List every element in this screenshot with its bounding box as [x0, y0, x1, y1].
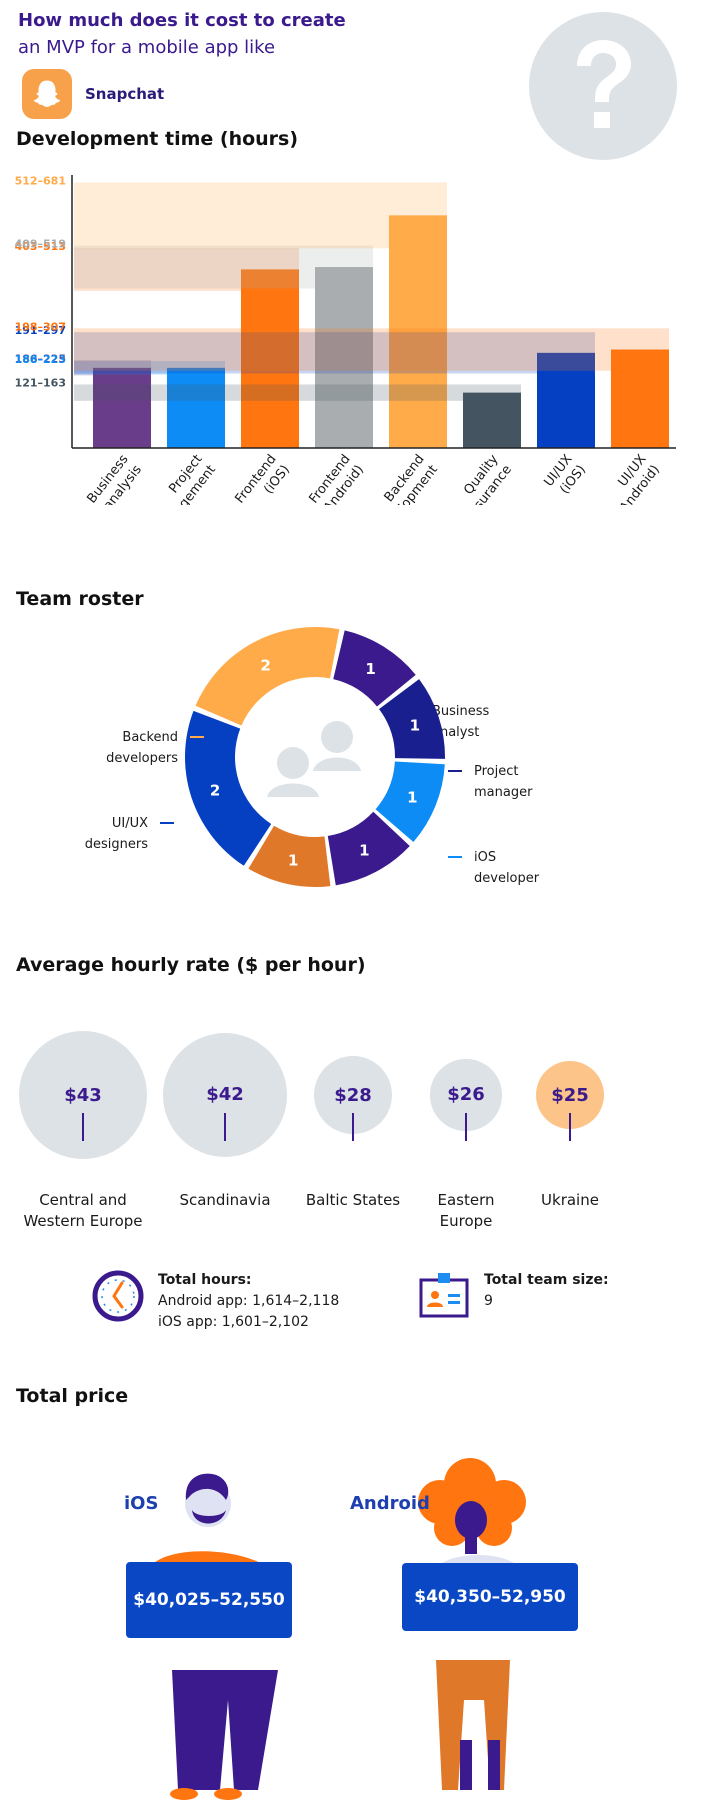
category-label: UI/UX(Android)	[614, 452, 663, 505]
segment-count: 1	[288, 852, 298, 870]
donut-segment	[375, 761, 445, 842]
segment-role-label: Backend	[122, 730, 178, 745]
rate-stem	[352, 1113, 354, 1141]
team-size-summary: Total team size: 9	[418, 1270, 609, 1322]
range-label: 409–519	[15, 238, 66, 251]
rate-region-label: Scandinavia	[150, 1190, 300, 1211]
donut-segment	[333, 630, 416, 707]
segment-count: 1	[407, 788, 417, 806]
segment-role-label: iOS	[474, 850, 496, 865]
question-mark-icon	[529, 12, 677, 160]
range-label: 403–513	[15, 240, 66, 253]
segment-count: 1	[359, 842, 369, 860]
range-label: 191–297	[15, 324, 66, 337]
brand-name: Snapchat	[85, 85, 165, 103]
donut-segment	[184, 710, 272, 866]
segment-role-label: Business	[432, 704, 490, 719]
segment-count: 2	[260, 656, 270, 674]
total-hours-ios: iOS app: 1,601–2,102	[158, 1314, 309, 1330]
segment-role-label: designers	[85, 837, 148, 852]
segment-role-label: Project	[474, 764, 518, 779]
bar	[611, 349, 669, 448]
range-label: 198–307	[15, 320, 66, 333]
category-label: UI/UX(iOS)	[541, 452, 588, 497]
rate-region-line: Central and	[39, 1191, 127, 1209]
rate-region-label: Central and Western Europe	[8, 1190, 158, 1232]
range-label: 512–681	[15, 175, 66, 187]
android-label: Android	[350, 1493, 430, 1514]
rate-stem	[569, 1113, 571, 1141]
dev-time-title: Development time (hours)	[16, 128, 299, 150]
category-label: Frontend(Android)	[306, 452, 367, 505]
total-hours-android: Android app: 1,614–2,118	[158, 1293, 340, 1309]
total-hours-title: Total hours:	[158, 1272, 252, 1288]
rate-region-line: Europe	[439, 1212, 493, 1230]
android-price-sign: $40,350–52,950	[402, 1563, 578, 1631]
segment-count: 1	[365, 660, 375, 678]
bar	[315, 267, 373, 448]
rate-region-line: Scandinavia	[179, 1191, 271, 1209]
rate-region-line: Eastern	[437, 1191, 495, 1209]
rate-region-line: Baltic States	[305, 1191, 401, 1209]
donut-segment	[248, 825, 331, 887]
rate-region-label: Baltic States	[278, 1190, 428, 1211]
rate-stem	[224, 1113, 226, 1141]
range-label: 188–223	[15, 353, 66, 366]
rates-title: Average hourly rate ($ per hour)	[16, 954, 366, 976]
segment-count: 2	[210, 781, 220, 799]
range-band	[74, 332, 595, 374]
bar	[167, 367, 225, 448]
bar	[463, 392, 521, 448]
segment-role-label: developers	[106, 751, 178, 766]
people-icon	[267, 721, 361, 797]
donut-segment	[379, 679, 446, 759]
bar	[93, 367, 151, 448]
price-illustration	[148, 1458, 530, 1800]
segment-count: 1	[410, 717, 420, 735]
segment-role-label: developer	[474, 871, 540, 886]
snapchat-ghost-icon	[22, 69, 72, 119]
donut-segment	[327, 811, 410, 886]
rate-region-line: Western Europe	[23, 1212, 143, 1230]
clock-icon	[92, 1270, 144, 1322]
rate-region-line: Ukraine	[541, 1191, 599, 1209]
total-hours-summary: Total hours: Android app: 1,614–2,118 iO…	[92, 1270, 339, 1333]
bar	[389, 215, 447, 448]
page-title: How much does it cost to create	[18, 10, 346, 31]
range-label: 121–163	[15, 376, 66, 389]
rate-region-label: Eastern Europe	[391, 1190, 541, 1232]
segment-role-label: analyst	[432, 725, 479, 740]
range-band	[74, 328, 669, 371]
team-size-value: 9	[484, 1293, 493, 1309]
segment-role-label: UI/UX	[112, 816, 148, 831]
bar	[537, 352, 595, 448]
team-donut-chart: 1 Business analyst 1 Project manager 1 iOS devel…	[85, 627, 540, 887]
brand: Snapchat	[22, 69, 164, 119]
rate-stem	[82, 1113, 84, 1141]
rate-stem	[465, 1113, 467, 1141]
id-card-icon	[419, 1273, 469, 1318]
bar	[241, 269, 299, 448]
ios-label: iOS	[124, 1493, 159, 1514]
page-subtitle: an MVP for a mobile app like	[18, 37, 276, 58]
rates-row: $43 Central and Western Europe $42 Scandinav…	[0, 1025, 701, 1235]
category-label: Frontend(iOS)	[232, 452, 293, 505]
price-title: Total price	[16, 1385, 129, 1407]
range-label: 186–225	[15, 352, 66, 365]
rate-region-label: Ukraine	[495, 1190, 645, 1211]
donut-segment	[195, 627, 340, 726]
ios-price-sign: $40,025–52,550	[126, 1562, 292, 1638]
header: How much does it cost to create an MVP f…	[18, 10, 438, 58]
segment-role-label: manager	[474, 785, 533, 800]
range-band	[74, 182, 447, 249]
team-size-title: Total team size:	[484, 1272, 609, 1288]
range-band	[74, 384, 521, 401]
team-title: Team roster	[16, 588, 144, 610]
